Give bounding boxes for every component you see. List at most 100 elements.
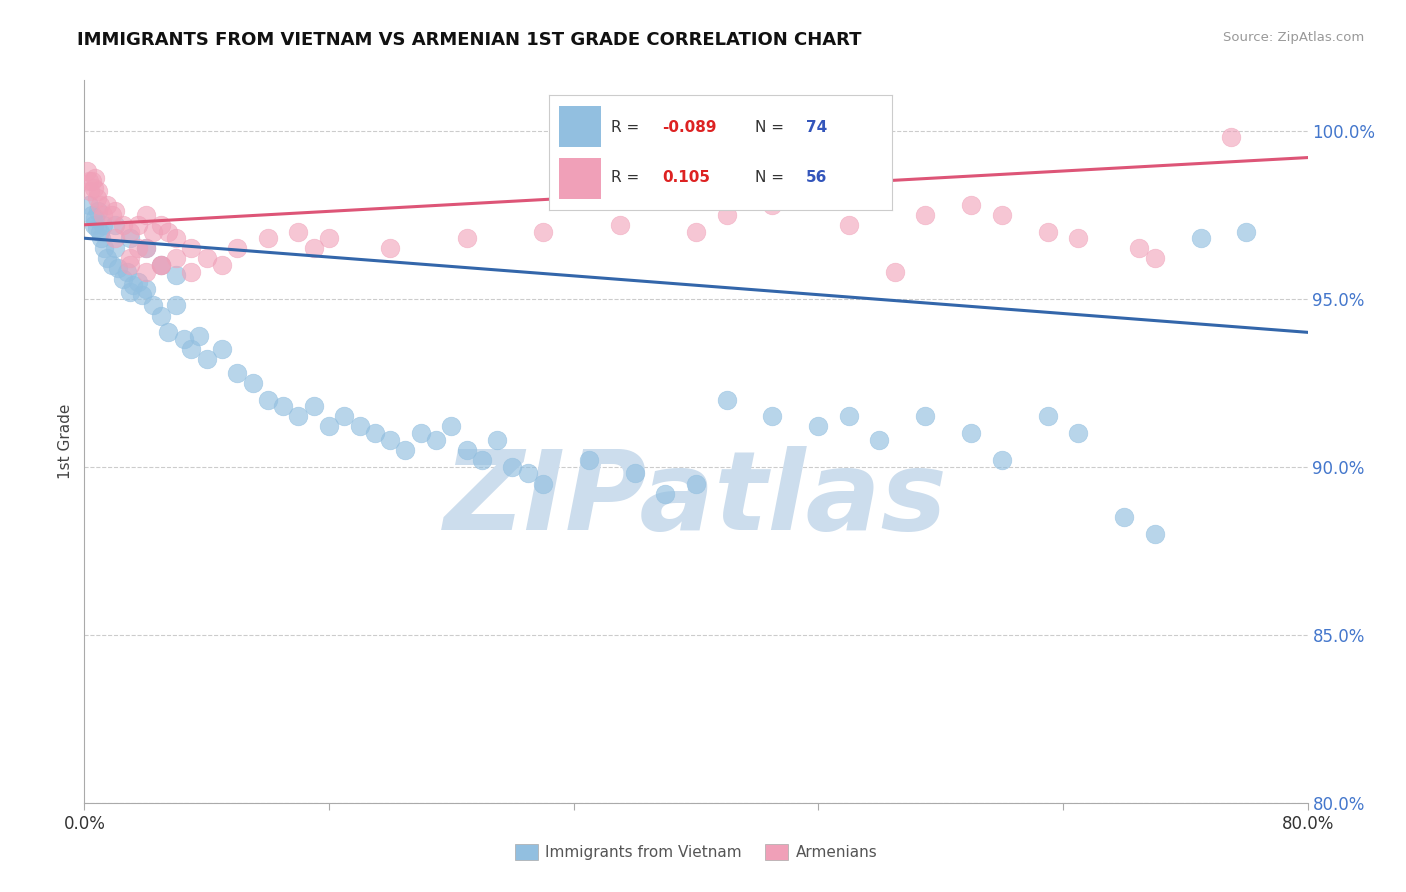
Point — [1114, 510, 1136, 524]
Point — [685, 225, 707, 239]
Point — [364, 426, 387, 441]
Point — [195, 352, 218, 367]
Point — [1067, 231, 1090, 245]
Point — [165, 231, 187, 245]
Point — [180, 342, 202, 356]
Point — [394, 442, 416, 457]
Point — [1128, 241, 1150, 255]
Point — [380, 241, 402, 255]
Point — [318, 419, 340, 434]
Point — [149, 218, 172, 232]
Point — [257, 392, 280, 407]
Point — [76, 164, 98, 178]
Point — [349, 419, 371, 434]
Point — [149, 258, 172, 272]
Point — [807, 419, 830, 434]
Point — [409, 426, 432, 441]
Point — [516, 467, 538, 481]
Point — [456, 231, 478, 245]
Point — [1143, 252, 1166, 266]
Point — [960, 197, 983, 211]
Point — [333, 409, 356, 424]
Point — [486, 433, 509, 447]
Point — [188, 328, 211, 343]
Point — [101, 208, 124, 222]
Point — [960, 426, 983, 441]
Point — [685, 476, 707, 491]
Point — [838, 218, 860, 232]
Point — [93, 241, 115, 255]
Point — [1143, 527, 1166, 541]
Point — [287, 409, 309, 424]
Point — [79, 184, 101, 198]
Point — [1036, 225, 1059, 239]
Point — [991, 453, 1014, 467]
Point — [131, 288, 153, 302]
Point — [302, 399, 325, 413]
Point — [502, 459, 524, 474]
Point — [271, 399, 294, 413]
Point — [135, 241, 157, 255]
Point — [86, 191, 108, 205]
Point — [838, 409, 860, 424]
Point — [135, 241, 157, 255]
Point — [127, 275, 149, 289]
Point — [84, 170, 107, 185]
Point — [120, 231, 142, 245]
Point — [380, 433, 402, 447]
Point — [165, 252, 187, 266]
Point — [226, 241, 249, 255]
Point — [149, 309, 172, 323]
Point — [531, 225, 554, 239]
Point — [425, 433, 447, 447]
Point — [120, 258, 142, 272]
Point — [80, 208, 103, 222]
Point — [135, 265, 157, 279]
Point — [242, 376, 264, 390]
Point — [96, 252, 118, 266]
Point — [211, 342, 233, 356]
Point — [226, 366, 249, 380]
Point — [440, 419, 463, 434]
Point — [104, 231, 127, 245]
Point — [127, 241, 149, 255]
Point — [165, 298, 187, 312]
Point — [122, 278, 145, 293]
Y-axis label: 1st Grade: 1st Grade — [58, 404, 73, 479]
Point — [180, 241, 202, 255]
Point — [83, 218, 105, 232]
Point — [101, 258, 124, 272]
Point — [1189, 231, 1212, 245]
Point — [90, 231, 112, 245]
Point — [456, 442, 478, 457]
Point — [104, 218, 127, 232]
Point — [471, 453, 494, 467]
Point — [120, 285, 142, 299]
Point — [115, 265, 138, 279]
Point — [80, 174, 103, 188]
Point — [120, 225, 142, 239]
Point — [716, 208, 738, 222]
Point — [609, 218, 631, 232]
Point — [87, 184, 110, 198]
Point — [83, 181, 105, 195]
Point — [761, 409, 783, 424]
Point — [318, 231, 340, 245]
Text: Source: ZipAtlas.com: Source: ZipAtlas.com — [1223, 31, 1364, 45]
Point — [869, 433, 891, 447]
Point — [127, 218, 149, 232]
Point — [1067, 426, 1090, 441]
Point — [1036, 409, 1059, 424]
Legend: Immigrants from Vietnam, Armenians: Immigrants from Vietnam, Armenians — [515, 844, 877, 860]
Point — [195, 252, 218, 266]
Point — [111, 271, 134, 285]
Point — [165, 268, 187, 283]
Point — [157, 225, 180, 239]
Point — [104, 241, 127, 255]
Point — [654, 486, 676, 500]
Point — [77, 174, 100, 188]
Point — [120, 252, 142, 266]
Point — [86, 221, 108, 235]
Point — [77, 197, 100, 211]
Point — [531, 476, 554, 491]
